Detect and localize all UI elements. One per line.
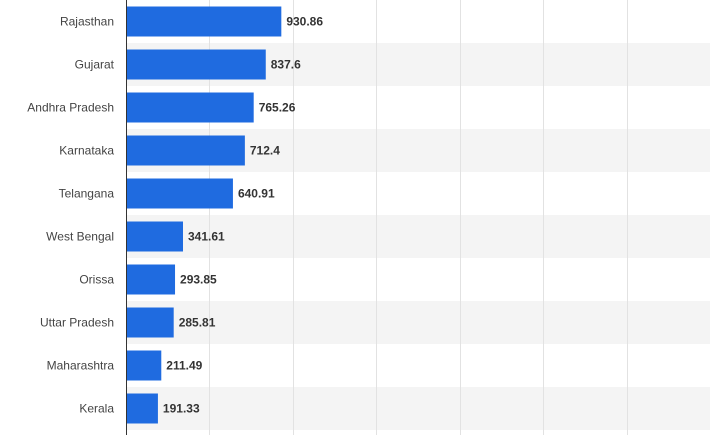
category-label: Rajasthan <box>60 15 114 29</box>
bar <box>126 221 184 252</box>
category-label: West Bengal <box>46 230 114 244</box>
category-labels: Rajasthan Gujarat Andhra Pradesh Karnataka T… <box>27 15 114 416</box>
value-labels: 930.86 837.6 765.26 712.4 640.91 341.61 293.85… <box>163 15 323 416</box>
bar <box>126 393 158 424</box>
data-label: 640.91 <box>238 187 275 201</box>
category-label: Gujarat <box>75 58 115 72</box>
category-label: Andhra Pradesh <box>27 101 114 115</box>
row-band <box>126 387 710 430</box>
category-label: Uttar Pradesh <box>40 316 114 330</box>
row-bands <box>126 43 710 430</box>
category-label: Telangana <box>59 187 115 201</box>
bars <box>126 6 282 424</box>
data-label: 211.49 <box>166 359 202 373</box>
data-label: 341.61 <box>188 230 225 244</box>
bar <box>126 350 162 381</box>
category-label: Kerala <box>79 402 114 416</box>
data-label: 191.33 <box>163 402 200 416</box>
category-label: Maharashtra <box>47 359 115 373</box>
bar <box>126 6 282 37</box>
data-label: 930.86 <box>286 15 323 29</box>
row-band <box>126 215 710 258</box>
bar <box>126 92 254 123</box>
bar <box>126 178 233 209</box>
data-label: 293.85 <box>180 273 217 287</box>
data-label: 285.81 <box>179 316 216 330</box>
data-label: 837.6 <box>271 58 301 72</box>
category-label: Orissa <box>79 273 114 287</box>
bar <box>126 307 174 338</box>
category-label: Karnataka <box>59 144 114 158</box>
data-label: 765.26 <box>259 101 296 115</box>
data-label: 712.4 <box>250 144 280 158</box>
bar <box>126 264 176 295</box>
bar <box>126 49 266 80</box>
gridlines <box>209 0 628 435</box>
bar <box>126 135 245 166</box>
row-band <box>126 301 710 344</box>
